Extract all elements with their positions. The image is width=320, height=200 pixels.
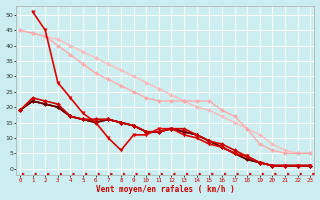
X-axis label: Vent moyen/en rafales ( km/h ): Vent moyen/en rafales ( km/h ) [96,185,235,194]
